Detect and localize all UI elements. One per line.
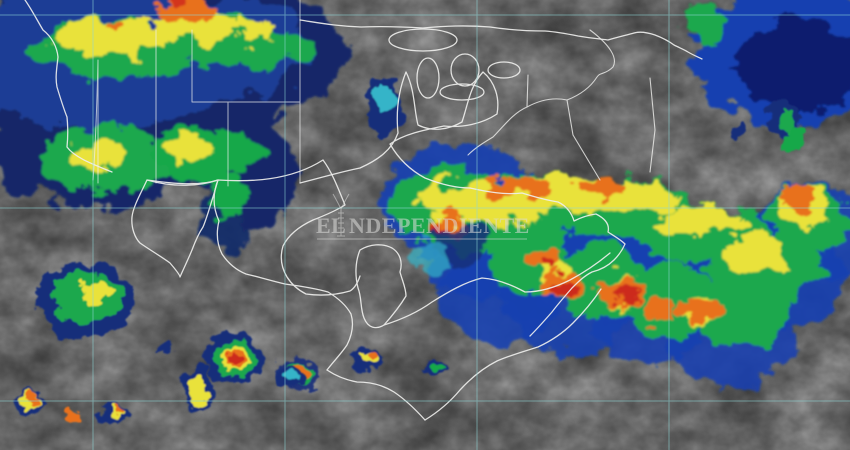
svg-text:NDEPENDIENTE: NDEPENDIENTE xyxy=(349,213,530,238)
svg-text:EL: EL xyxy=(316,213,346,238)
